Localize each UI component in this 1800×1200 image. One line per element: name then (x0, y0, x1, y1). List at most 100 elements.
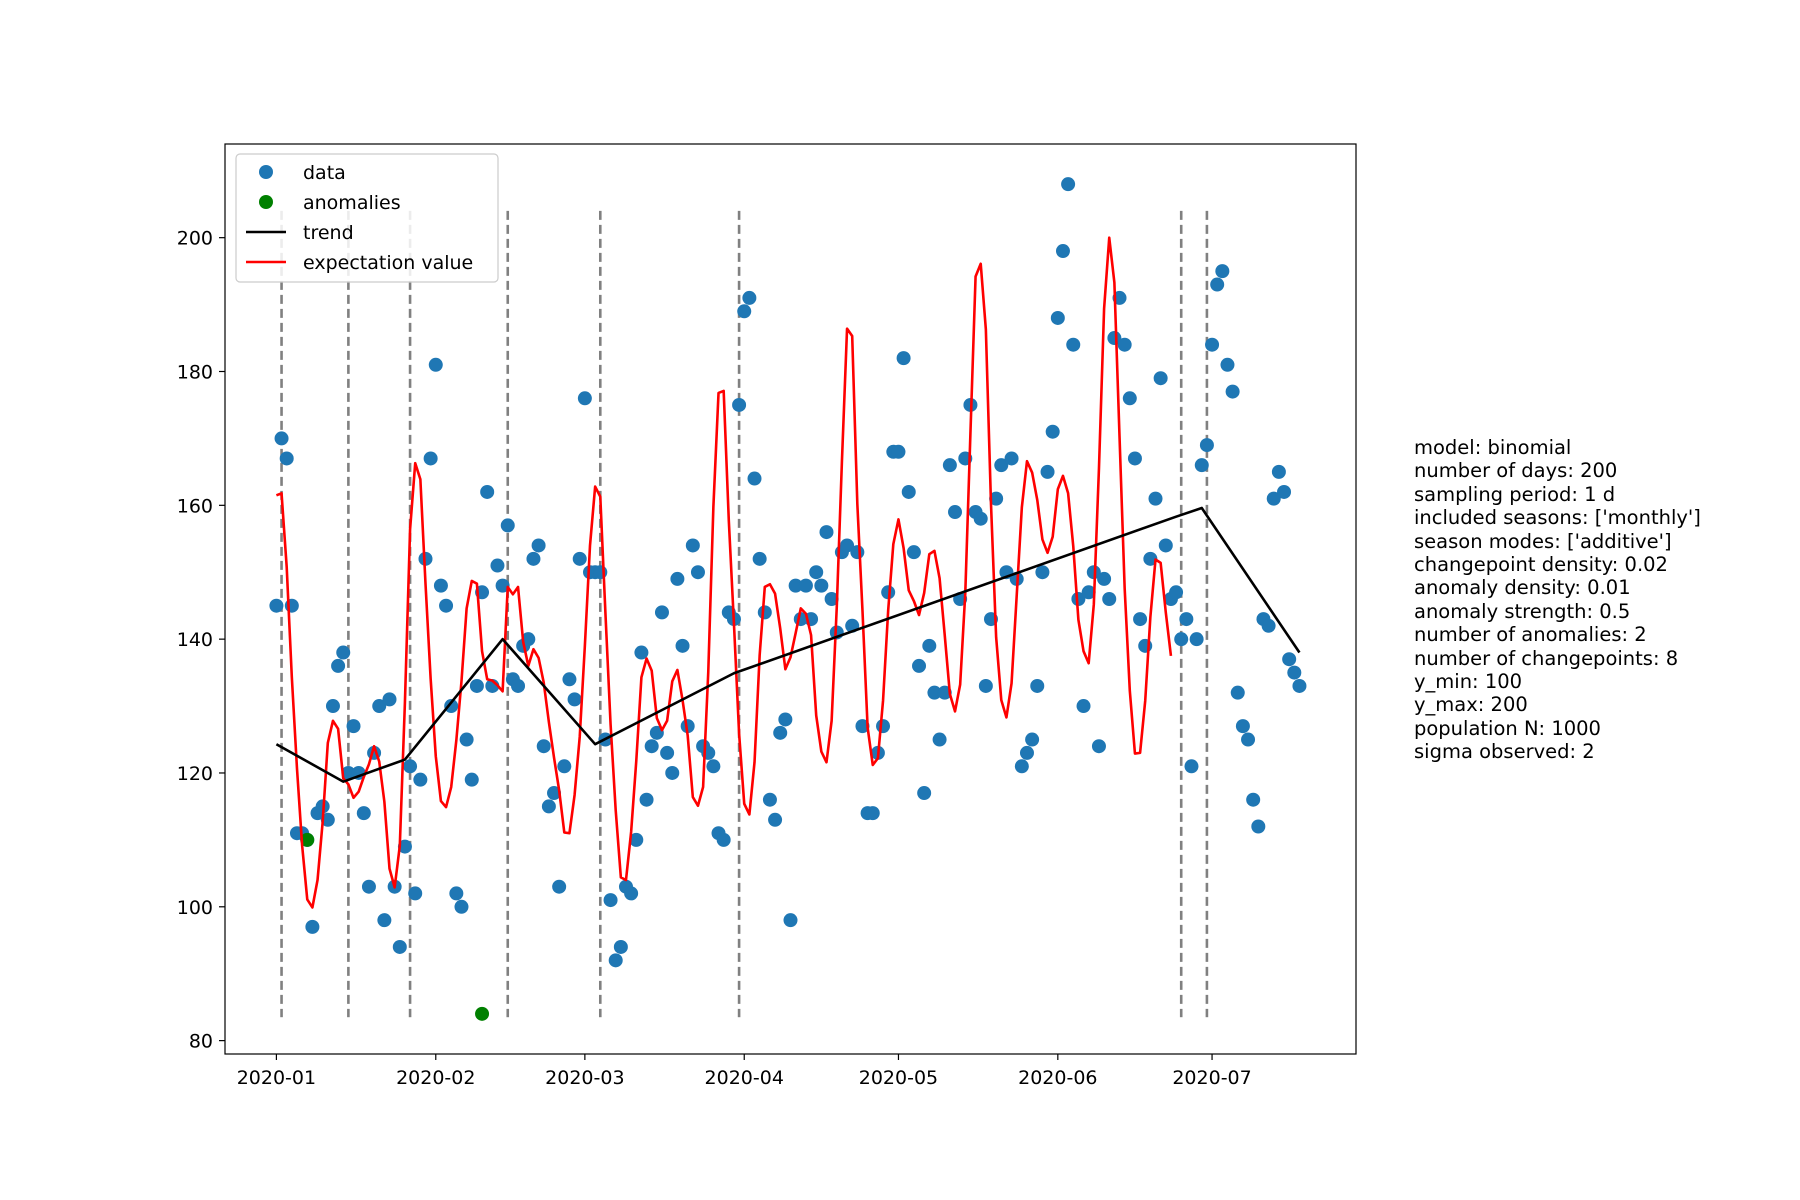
legend-label: expectation value (303, 252, 473, 274)
data-point (361, 879, 376, 894)
data-point (927, 685, 942, 700)
y-tick-label: 140 (177, 629, 213, 651)
data-point (1030, 678, 1045, 693)
data-point (593, 565, 608, 580)
data-point (1174, 632, 1189, 647)
info-line: number of days: 200 (1414, 459, 1618, 483)
data-point (274, 431, 289, 446)
data-point (819, 525, 834, 540)
data-point (1133, 612, 1148, 627)
data-point (1004, 451, 1019, 466)
data-point (305, 919, 320, 934)
data-point (891, 444, 906, 459)
x-tick-label: 2020-03 (545, 1067, 624, 1089)
x-tick-label: 2020-02 (396, 1067, 475, 1089)
data-point (973, 511, 988, 526)
data-point (912, 658, 927, 673)
info-line: sampling period: 1 d (1414, 482, 1616, 506)
data-point (1199, 438, 1214, 453)
data-point (1117, 337, 1132, 352)
data-point (757, 605, 772, 620)
data-point (1205, 337, 1220, 352)
data-point (1287, 665, 1302, 680)
expectation-line (275, 236, 1173, 909)
data-point (511, 678, 526, 693)
data-point (644, 739, 659, 754)
data-point (809, 565, 824, 580)
info-line: season modes: ['additive'] (1414, 529, 1672, 553)
data-point (397, 839, 412, 854)
data-point (444, 699, 459, 714)
info-line: population N: 1000 (1414, 716, 1601, 740)
data-point (1220, 357, 1235, 372)
data-point (1097, 571, 1112, 586)
data-point (413, 772, 428, 787)
data-point (1107, 331, 1122, 346)
data-point (541, 799, 556, 814)
data-point (1169, 585, 1184, 600)
data-point (778, 712, 793, 727)
info-line: included seasons: ['monthly'] (1414, 506, 1701, 530)
data-point (428, 357, 443, 372)
data-point (783, 913, 798, 928)
data-point (1014, 759, 1029, 774)
trend-line (275, 506, 1301, 783)
data-point (1066, 337, 1081, 352)
data-point (279, 451, 294, 466)
data-point (521, 632, 536, 647)
data-point (917, 786, 932, 801)
data-point (403, 759, 418, 774)
legend-marker (259, 165, 273, 179)
data-point (1292, 678, 1307, 693)
data-point (675, 638, 690, 653)
legend-marker (259, 195, 273, 209)
data-point (1158, 538, 1173, 553)
data-point (439, 598, 454, 613)
data-point (768, 812, 783, 827)
data-point (423, 451, 438, 466)
plot-frame (224, 143, 1357, 1055)
data-point (906, 545, 921, 560)
data-point (1210, 277, 1225, 292)
data-point (665, 765, 680, 780)
data-point (922, 638, 937, 653)
data-point (850, 545, 865, 560)
data-point (639, 792, 654, 807)
data-point (1122, 391, 1137, 406)
data-point (603, 893, 618, 908)
y-tick-label: 120 (177, 763, 213, 785)
data-point (989, 491, 1004, 506)
info-line: anomaly density: 0.01 (1414, 576, 1631, 600)
data-point (490, 558, 505, 573)
data-point (629, 832, 644, 847)
data-point (336, 645, 351, 660)
data-point (654, 605, 669, 620)
anomaly-point (475, 1006, 490, 1021)
info-line: sigma observed: 2 (1414, 740, 1595, 764)
info-line: model: binomial (1414, 436, 1572, 459)
data-point (1241, 732, 1256, 747)
info-line: y_min: 100 (1414, 670, 1523, 694)
data-point (742, 290, 757, 305)
data-point (459, 732, 474, 747)
data-point (1215, 264, 1230, 279)
data-point (495, 578, 510, 593)
data-point (500, 518, 515, 533)
data-point (469, 678, 484, 693)
data-point (547, 786, 562, 801)
data-point (613, 939, 628, 954)
data-point (1251, 819, 1266, 834)
data-point (901, 484, 916, 499)
x-tick-label: 2020-07 (1172, 1067, 1251, 1089)
data-point (840, 538, 855, 553)
data-point (325, 699, 340, 714)
data-point (526, 551, 541, 566)
data-point (480, 484, 495, 499)
data-point (994, 458, 1009, 473)
data-point (1225, 384, 1240, 399)
data-point (1055, 244, 1070, 259)
data-point (1184, 759, 1199, 774)
legend-label: data (303, 162, 346, 184)
legend: data anomalies trend expectation value (235, 153, 499, 283)
